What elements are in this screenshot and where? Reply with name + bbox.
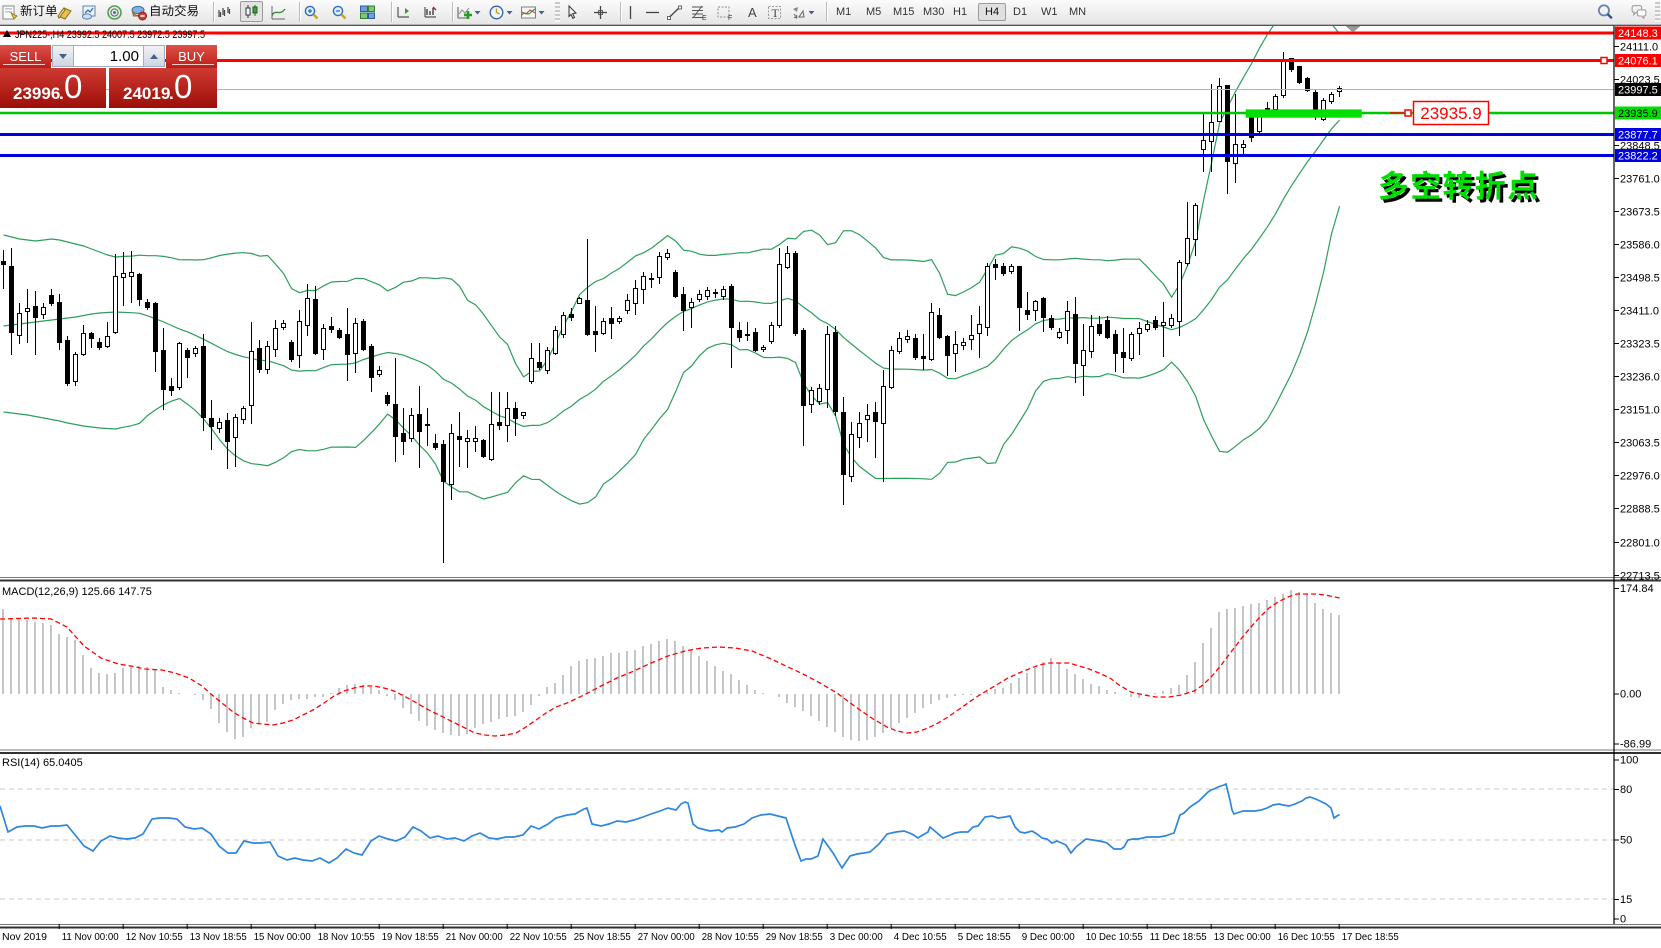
- svg-text:23236.0: 23236.0: [1620, 372, 1660, 384]
- svg-text:0.00: 0.00: [1620, 689, 1641, 701]
- svg-text:24111.0: 24111.0: [1620, 42, 1658, 54]
- svg-text:50: 50: [1620, 835, 1632, 847]
- svg-text:100: 100: [1620, 755, 1638, 767]
- svg-text:13 Nov 18:55: 13 Nov 18:55: [190, 931, 247, 943]
- svg-text:11 Nov 00:00: 11 Nov 00:00: [62, 931, 119, 943]
- svg-text:3 Dec 00:00: 3 Dec 00:00: [830, 931, 883, 943]
- svg-text:23877.7: 23877.7: [1618, 130, 1658, 142]
- svg-text:T: T: [772, 6, 780, 20]
- svg-text:F: F: [728, 15, 732, 21]
- svg-text:16 Dec 10:55: 16 Dec 10:55: [1278, 931, 1335, 943]
- svg-text:24148.3: 24148.3: [1618, 28, 1658, 40]
- svg-text:23822.2: 23822.2: [1618, 151, 1658, 163]
- svg-text:18 Nov 10:55: 18 Nov 10:55: [318, 931, 375, 943]
- svg-text:21 Nov 00:00: 21 Nov 00:00: [446, 931, 503, 943]
- svg-text:19 Nov 18:55: 19 Nov 18:55: [382, 931, 439, 943]
- svg-text:13 Dec 00:00: 13 Dec 00:00: [1214, 931, 1271, 943]
- svg-text:29 Nov 18:55: 29 Nov 18:55: [766, 931, 823, 943]
- svg-text:RSI(14) 65.0405: RSI(14) 65.0405: [2, 757, 83, 769]
- svg-text:23586.0: 23586.0: [1620, 240, 1660, 252]
- svg-text:22976.0: 22976.0: [1620, 471, 1660, 483]
- svg-text:15 Nov 00:00: 15 Nov 00:00: [254, 931, 311, 943]
- svg-text:23323.5: 23323.5: [1620, 339, 1660, 351]
- svg-text:28 Nov 10:55: 28 Nov 10:55: [702, 931, 759, 943]
- svg-text:5 Dec 18:55: 5 Dec 18:55: [958, 931, 1011, 943]
- svg-text:27 Nov 00:00: 27 Nov 00:00: [638, 931, 695, 943]
- svg-text:11 Dec 18:55: 11 Dec 18:55: [1150, 931, 1207, 943]
- svg-text:17 Dec 18:55: 17 Dec 18:55: [1342, 931, 1399, 943]
- svg-text:12 Nov 10:55: 12 Nov 10:55: [126, 931, 183, 943]
- svg-text:A: A: [748, 5, 757, 20]
- svg-text:JPN225-,H4 23992.5 24007.5 23: JPN225-,H4 23992.5 24007.5 23972.5 23997…: [15, 29, 205, 41]
- svg-text:23935.9: 23935.9: [1618, 108, 1658, 120]
- svg-text:22713.5: 22713.5: [1620, 571, 1660, 583]
- svg-text:Nov 2019: Nov 2019: [2, 931, 47, 943]
- svg-text:23411.0: 23411.0: [1620, 306, 1659, 318]
- svg-text:24076.1: 24076.1: [1618, 56, 1658, 68]
- svg-text:15: 15: [1620, 894, 1632, 906]
- svg-text:10 Dec 10:55: 10 Dec 10:55: [1086, 931, 1143, 943]
- svg-text:23761.0: 23761.0: [1620, 174, 1660, 186]
- svg-text:22801.0: 22801.0: [1620, 538, 1660, 550]
- svg-text:4 Dec 10:55: 4 Dec 10:55: [894, 931, 947, 943]
- svg-text:23498.5: 23498.5: [1620, 273, 1660, 285]
- svg-text:-86.99: -86.99: [1620, 739, 1651, 751]
- svg-text:22888.5: 22888.5: [1620, 504, 1660, 516]
- svg-text:25 Nov 18:55: 25 Nov 18:55: [574, 931, 631, 943]
- svg-text:174.84: 174.84: [1620, 583, 1654, 595]
- svg-text:MACD(12,26,9) 125.66 147.75: MACD(12,26,9) 125.66 147.75: [2, 586, 152, 598]
- svg-text:80: 80: [1620, 784, 1632, 796]
- svg-text:23063.5: 23063.5: [1620, 438, 1660, 450]
- svg-text:22 Nov 10:55: 22 Nov 10:55: [510, 931, 567, 943]
- svg-text:E: E: [702, 15, 707, 21]
- svg-text:23673.5: 23673.5: [1620, 207, 1660, 219]
- svg-text:9 Dec 00:00: 9 Dec 00:00: [1022, 931, 1075, 943]
- svg-text:23935.9: 23935.9: [1420, 104, 1481, 123]
- svg-text:23151.0: 23151.0: [1620, 405, 1660, 417]
- svg-text:23997.5: 23997.5: [1618, 85, 1658, 97]
- svg-text:0: 0: [1620, 914, 1626, 926]
